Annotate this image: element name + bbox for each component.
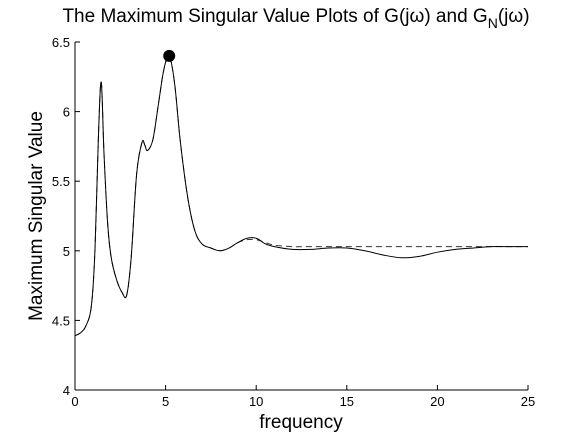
series-line-solid bbox=[74, 55, 528, 337]
y-tick-label-2: 5 bbox=[63, 244, 70, 259]
y-tick-label-4: 6 bbox=[63, 105, 70, 120]
x-tick-label-5: 25 bbox=[521, 394, 535, 409]
series-layer bbox=[74, 55, 528, 337]
series-line-dashed bbox=[74, 55, 528, 337]
x-tick-label-3: 15 bbox=[340, 394, 354, 409]
x-tick-label-4: 20 bbox=[430, 394, 444, 409]
plot-area: 0 5 10 15 20 25 4 4.5 5 5.5 6 6.5 bbox=[52, 35, 535, 409]
ticks: 0 5 10 15 20 25 4 4.5 5 5.5 6 6.5 bbox=[52, 35, 535, 409]
x-axis-label: frequency bbox=[259, 412, 343, 433]
chart-title: The Maximum Singular Value Plots of G(jω… bbox=[62, 6, 529, 31]
y-tick-label-5: 6.5 bbox=[52, 35, 70, 50]
y-axis-label: Maximum Singular Value bbox=[26, 111, 47, 321]
chart-title-prefix: The Maximum Singular Value Plots of G(jω… bbox=[62, 6, 487, 27]
marker-layer bbox=[163, 49, 176, 62]
peak-marker-0 bbox=[163, 49, 176, 62]
x-tick-label-2: 10 bbox=[249, 394, 263, 409]
y-tick-label-3: 5.5 bbox=[52, 174, 70, 189]
x-tick-label-0: 0 bbox=[71, 394, 78, 409]
chart-title-subscript: N bbox=[488, 15, 498, 31]
y-tick-label-0: 4 bbox=[63, 383, 70, 398]
y-tick-label-1: 4.5 bbox=[52, 313, 70, 328]
x-tick-label-1: 5 bbox=[162, 394, 169, 409]
chart-title-suffix: (jω) bbox=[498, 6, 530, 27]
